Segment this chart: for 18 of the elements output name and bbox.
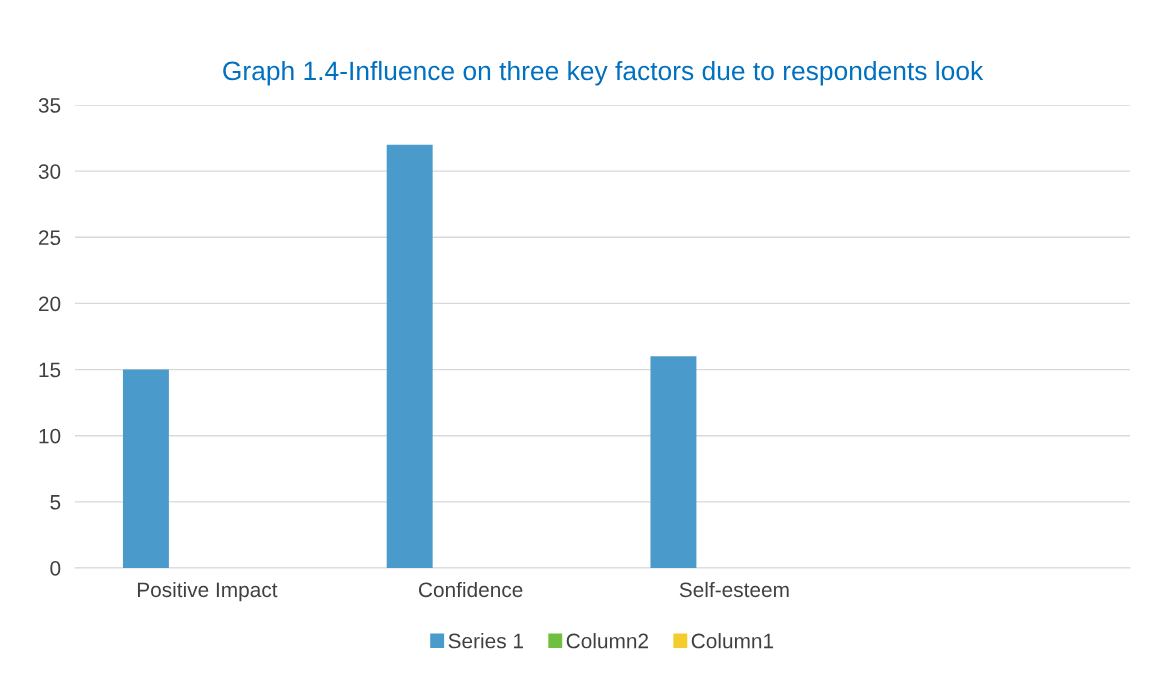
x-tick-label: Self-esteem — [679, 581, 789, 598]
x-tick-label: Confidence — [418, 581, 523, 598]
y-tick-label: 15 — [39, 362, 61, 378]
y-tick-label: 20 — [38, 296, 61, 312]
legend-label: Series 1 — [448, 633, 523, 649]
legend-label: Column1 — [691, 633, 774, 649]
y-tick-label: 25 — [38, 230, 61, 246]
chart-title: Graph 1.4-Influence on three key factors due to respondents look — [223, 60, 984, 86]
y-tick-label: 30 — [38, 164, 61, 179]
y-tick-label: 5 — [50, 495, 61, 510]
y-tick-label: 0 — [50, 561, 61, 576]
bar — [650, 356, 697, 568]
legend-label: Column2 — [566, 633, 648, 649]
y-tick-label: 35 — [38, 98, 61, 113]
y-tick-label: 10 — [39, 428, 61, 444]
bar — [386, 144, 433, 568]
bar — [122, 369, 169, 568]
x-tick-label: Positive Impact — [137, 581, 278, 602]
